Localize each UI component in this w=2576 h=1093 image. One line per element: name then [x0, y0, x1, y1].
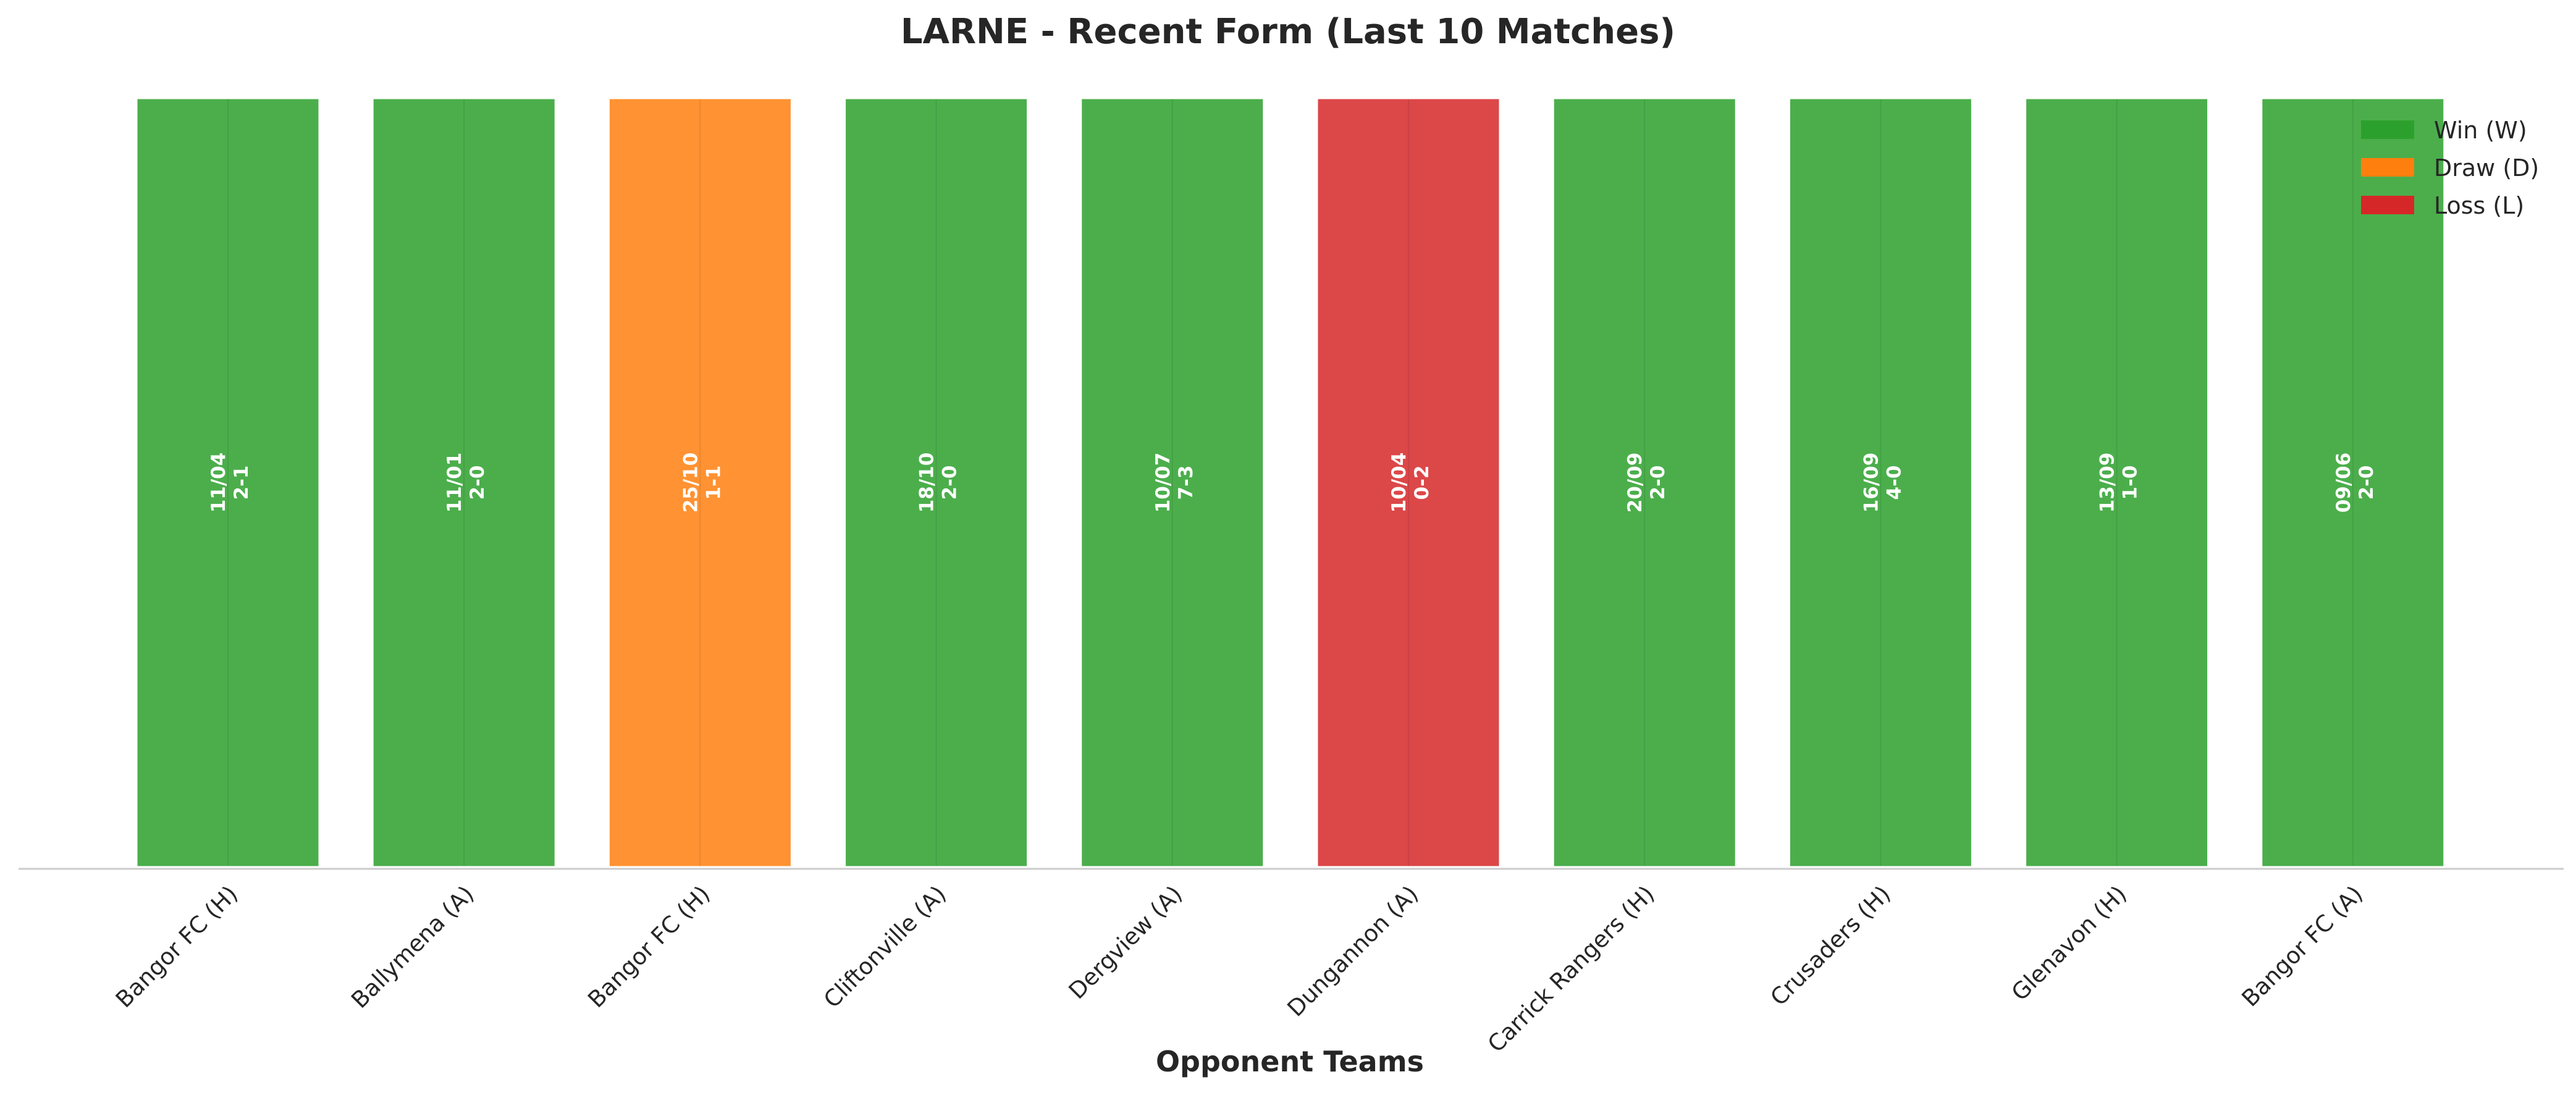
- bar-label-score: 2-0: [1647, 465, 1669, 500]
- bar-label-date: 09/06: [2333, 453, 2355, 513]
- legend-item: Win (W): [2361, 117, 2527, 144]
- x-tick-label: Bangor FC (H): [583, 881, 715, 1013]
- bar-group: 09/062-0: [2259, 96, 2447, 869]
- bar-group: 11/042-1: [134, 96, 322, 869]
- legend-swatch: [2361, 196, 2414, 214]
- bar-group: 10/077-3: [1079, 96, 1266, 869]
- bar-label-date: 18/10: [916, 453, 938, 513]
- x-tick-labels: Bangor FC (H) Ballymena (A) Bangor FC (H) C…: [111, 881, 2368, 1058]
- bar-label: 10/040-2: [1388, 453, 1433, 513]
- bar-label-score: 2-0: [466, 465, 489, 500]
- x-tick-label: Dergview (A): [1064, 881, 1187, 1004]
- legend-label: Loss (L): [2434, 192, 2524, 219]
- bar-label-date: 16/09: [1860, 453, 1882, 513]
- bar-label: 13/091-0: [2097, 453, 2142, 513]
- bar-label-score: 2-0: [2355, 465, 2378, 500]
- bar-label: 20/092-0: [1624, 453, 1669, 513]
- bar-label-score: 0-2: [1411, 465, 1433, 500]
- bar-label: 11/042-1: [208, 453, 253, 513]
- bar-group: 20/092-0: [1551, 96, 1738, 869]
- x-axis-label: Opponent Teams: [1156, 1045, 1424, 1078]
- bar: [1787, 96, 1974, 869]
- bar-label-date: 10/04: [1388, 453, 1410, 513]
- x-tick-label: Carrick Rangers (H): [1483, 881, 1660, 1058]
- bar-group: 25/101-1: [606, 96, 794, 869]
- legend: Win (W) Draw (D) Loss (L): [2361, 117, 2539, 219]
- x-tick-label: Cliftonville (A): [819, 881, 951, 1013]
- bar-label-score: 1-0: [2119, 465, 2142, 500]
- bar-label-score: 4-0: [1883, 465, 1905, 500]
- bar-label: 16/094-0: [1860, 453, 1905, 513]
- x-tick-label: Glenavon (H): [2006, 881, 2132, 1006]
- bar-label-date: 20/09: [1624, 453, 1646, 513]
- bar-label: 11/012-0: [444, 453, 489, 513]
- bar: [1079, 96, 1266, 869]
- bar-group: 11/012-0: [370, 96, 558, 869]
- bar: [2259, 96, 2447, 869]
- bar: [2023, 96, 2211, 869]
- bar-group: 18/102-0: [843, 96, 1030, 869]
- x-tick-label: Crusaders (H): [1766, 881, 1896, 1011]
- bar-label: 10/077-3: [1152, 453, 1197, 513]
- legend-label: Win (W): [2434, 117, 2527, 144]
- bar-label-score: 7-3: [1175, 465, 1197, 500]
- bar-label-score: 1-1: [702, 465, 725, 500]
- bar-label: 25/101-1: [680, 453, 725, 513]
- bar: [370, 96, 558, 869]
- legend-label: Draw (D): [2434, 154, 2539, 182]
- bar: [843, 96, 1030, 869]
- bar-label-date: 11/04: [208, 453, 230, 513]
- bar-label-date: 10/07: [1152, 453, 1174, 513]
- x-tick-label: Bangor FC (H): [111, 881, 243, 1013]
- bar-label: 09/062-0: [2333, 453, 2378, 513]
- bar: [606, 96, 794, 869]
- bar-label-date: 13/09: [2097, 453, 2119, 513]
- legend-item: Loss (L): [2361, 192, 2524, 219]
- bar-label-score: 2-0: [939, 465, 961, 500]
- bar-label-score: 2-1: [230, 465, 253, 500]
- x-tick-label: Bangor FC (A): [2237, 881, 2368, 1012]
- bar-label-date: 25/10: [680, 453, 702, 513]
- bar-group: 10/040-2: [1315, 96, 1502, 869]
- bar: [134, 96, 322, 869]
- chart-title: LARNE - Recent Form (Last 10 Matches): [901, 12, 1675, 52]
- bar: [1551, 96, 1738, 869]
- bar-group: 13/091-0: [2023, 96, 2211, 869]
- legend-swatch: [2361, 120, 2414, 139]
- bar-label-date: 11/01: [444, 453, 466, 513]
- bar-group: 16/094-0: [1787, 96, 1974, 869]
- x-tick-label: Dungannon (A): [1282, 881, 1424, 1022]
- bar-label: 18/102-0: [916, 453, 961, 513]
- bars-layer: 11/042-1 11/012-0 25/101-1 18/102-0 10/077-3…: [134, 96, 2447, 869]
- x-tick-label: Ballymena (A): [346, 881, 479, 1013]
- legend-swatch: [2361, 158, 2414, 177]
- legend-item: Draw (D): [2361, 154, 2539, 182]
- bar: [1315, 96, 1502, 869]
